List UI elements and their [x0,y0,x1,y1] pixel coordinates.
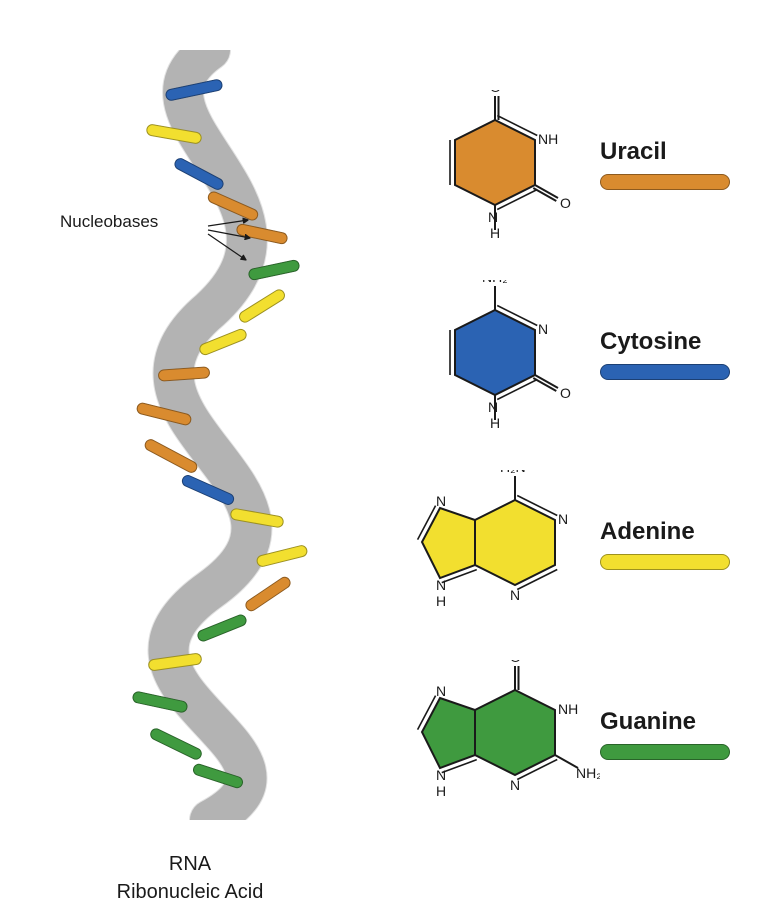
svg-text:N: N [488,399,498,415]
rna-panel: Nucleobases RNA Ribonucleic Acid [0,0,380,918]
svg-text:N: N [488,209,498,225]
uracil-legend-rod [600,174,730,190]
cytosine-structure: NH₂ONNH [410,280,580,450]
svg-text:NH: NH [558,701,578,717]
svg-text:N: N [510,587,520,603]
svg-text:H: H [436,593,446,609]
nucleobase-row-guanine: ONH₂NHNNHNGuanine [400,660,760,830]
uracil-label: Uracil [600,138,667,166]
svg-text:O: O [490,90,501,95]
svg-text:O: O [560,385,571,401]
svg-text:H: H [490,225,500,241]
rna-strand [80,50,360,820]
svg-text:H: H [436,783,446,799]
nucleobase-row-cytosine: NH₂ONNHCytosine [400,280,760,450]
svg-text:NH: NH [538,131,558,147]
svg-text:H: H [490,415,500,431]
guanine-legend-rod [600,744,730,760]
svg-text:N: N [538,321,548,337]
uracil-structure: O O NH NH [410,90,580,260]
svg-text:N: N [436,767,446,783]
svg-text:N: N [436,577,446,593]
svg-text:N: N [558,511,568,527]
guanine-label: Guanine [600,708,696,736]
svg-text:N: N [436,493,446,509]
svg-text:O: O [510,660,521,665]
adenine-label: Adenine [600,518,695,546]
nucleobase-row-adenine: H₂NNNNHNAdenine [400,470,760,640]
guanine-structure: ONH₂NHNNHN [410,660,580,830]
cytosine-legend-rod [600,364,730,380]
rna-caption-line2: Ribonucleic Acid [117,881,264,903]
rna-backbone-svg [80,50,360,820]
nucleobases-pointer-label: Nucleobases [60,212,158,232]
svg-text:N: N [436,683,446,699]
svg-text:NH₂: NH₂ [482,280,508,285]
cytosine-label: Cytosine [600,328,701,356]
adenine-structure: H₂NNNNHN [410,470,580,640]
nucleobase-row-uracil: O O NH NH Uracil [400,90,760,260]
rna-caption-line1: RNA [169,853,211,875]
adenine-legend-rod [600,554,730,570]
svg-text:N: N [510,777,520,793]
pointer-arrows [158,208,298,288]
svg-text:O: O [560,195,571,211]
nucleobases-panel: OONHNHUracilNH₂ONNHCytosineH₂NNNNHNAdeni… [400,0,770,918]
svg-text:NH₂: NH₂ [576,765,600,781]
svg-text:H₂N: H₂N [500,470,526,475]
rna-caption: RNA Ribonucleic Acid [60,850,320,906]
